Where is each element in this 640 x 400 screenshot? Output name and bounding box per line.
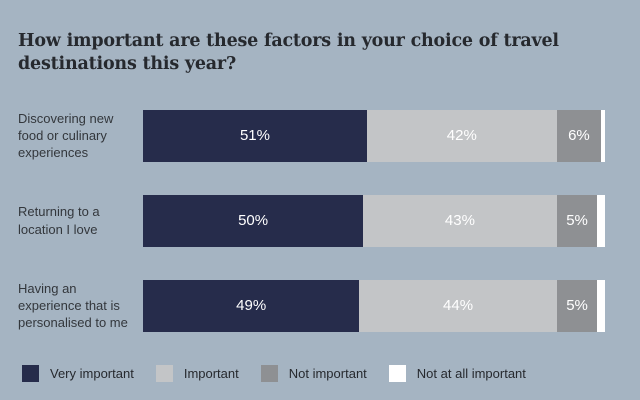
stacked-bar: 50% 43% 5%: [143, 194, 605, 247]
category-label: Returning to a location I love: [18, 204, 100, 237]
chart-title: How important are these factors in your …: [18, 31, 559, 74]
chart-row-location: Returning to a location I love 50% 43% 5…: [18, 194, 605, 247]
legend-swatch-very-important: [22, 364, 39, 382]
stacked-bar-chart: Discovering new food or culinary experie…: [18, 109, 622, 332]
legend-label: Very important: [50, 365, 134, 381]
bar-segment-very-important: 49%: [143, 279, 360, 332]
legend-swatch-not-important: [260, 364, 278, 382]
legend: Very important Important Not important N…: [22, 364, 622, 382]
chart-row-personalised: Having an experience that is personalise…: [18, 279, 606, 332]
chart-row-food: Discovering new food or culinary experie…: [18, 109, 605, 162]
legend-swatch-important: [155, 364, 173, 382]
legend-label: Not at all important: [416, 365, 526, 381]
legend-item-very-important: Very important: [22, 364, 134, 382]
stacked-bar: 51% 42% 6%: [143, 109, 605, 162]
bar-segment-very-important: 51%: [143, 109, 367, 162]
legend-item-important: Important: [155, 364, 239, 382]
category-label: Having an experience that is personalise…: [18, 280, 128, 331]
legend-item-not-important: Not important: [260, 364, 367, 382]
bar-segment-important: 42%: [366, 109, 557, 162]
bar-segment-not-at-all-important: [597, 279, 606, 332]
category-label: Discovering new food or culinary experie…: [18, 110, 114, 161]
legend-label: Not important: [288, 365, 367, 381]
bar-segment-not-important: 6%: [556, 109, 602, 162]
stacked-bar: 49% 44% 5%: [143, 279, 606, 332]
bar-segment-important: 44%: [359, 279, 557, 332]
bar-segment-important: 43%: [363, 194, 557, 247]
bar-segment-not-important: 5%: [556, 279, 598, 332]
bar-segment-not-at-all-important: [597, 194, 605, 247]
bar-segment-not-at-all-important: [601, 109, 605, 162]
bar-segment-not-important: 5%: [556, 194, 598, 247]
legend-swatch-not-at-all-important: [388, 364, 406, 382]
bar-segment-very-important: 50%: [143, 194, 364, 247]
legend-item-not-at-all-important: Not at all important: [388, 364, 526, 382]
legend-label: Important: [183, 365, 239, 381]
